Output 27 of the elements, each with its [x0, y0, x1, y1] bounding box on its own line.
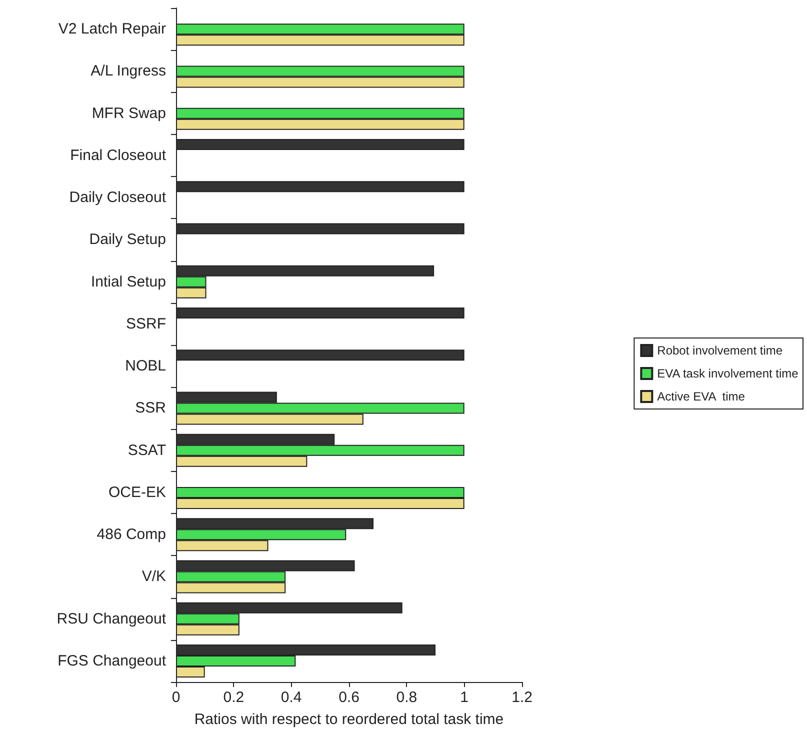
x-tick-label: 0.4	[280, 689, 302, 706]
legend-label: Robot involvement time	[657, 344, 783, 358]
legend-label: Active EVA time	[657, 390, 746, 404]
legend-label: EVA task involvement time	[657, 366, 799, 380]
y-tick-label: Daily Closeout	[69, 189, 167, 206]
y-tick-label: NOBL	[125, 358, 166, 375]
y-tick-label: Daily Setup	[89, 231, 166, 248]
x-tick-label: 1	[460, 689, 469, 706]
y-tick-label: Final Closeout	[70, 146, 167, 164]
x-tick-label: 1.2	[512, 689, 532, 706]
y-tick-label: MFR Swap	[92, 104, 166, 122]
y-tick-label: OCE-EK	[108, 484, 166, 501]
x-tick-label: 0.2	[223, 689, 244, 706]
y-tick-label: A/L Ingress	[90, 62, 166, 80]
y-tick-label: 486 Comp	[96, 526, 166, 544]
y-tick-label: SSR	[135, 400, 166, 417]
y-tick-label: V2 Latch Repair	[58, 20, 166, 38]
y-tick-label: FGS Changeout	[58, 652, 167, 670]
y-tick-label: V/K	[142, 568, 166, 586]
x-axis-title: Ratios with respect to reordered total task time	[194, 711, 504, 728]
y-tick-label: RSU Changeout	[56, 610, 167, 628]
y-tick-label: SSAT	[128, 442, 166, 459]
y-tick-label: Intial Setup	[90, 273, 166, 290]
y-tick-label: SSRF	[126, 315, 166, 332]
x-tick-label: 0	[172, 689, 180, 706]
x-tick-label: 0.8	[396, 689, 418, 706]
x-tick-label: 0.6	[338, 689, 360, 706]
